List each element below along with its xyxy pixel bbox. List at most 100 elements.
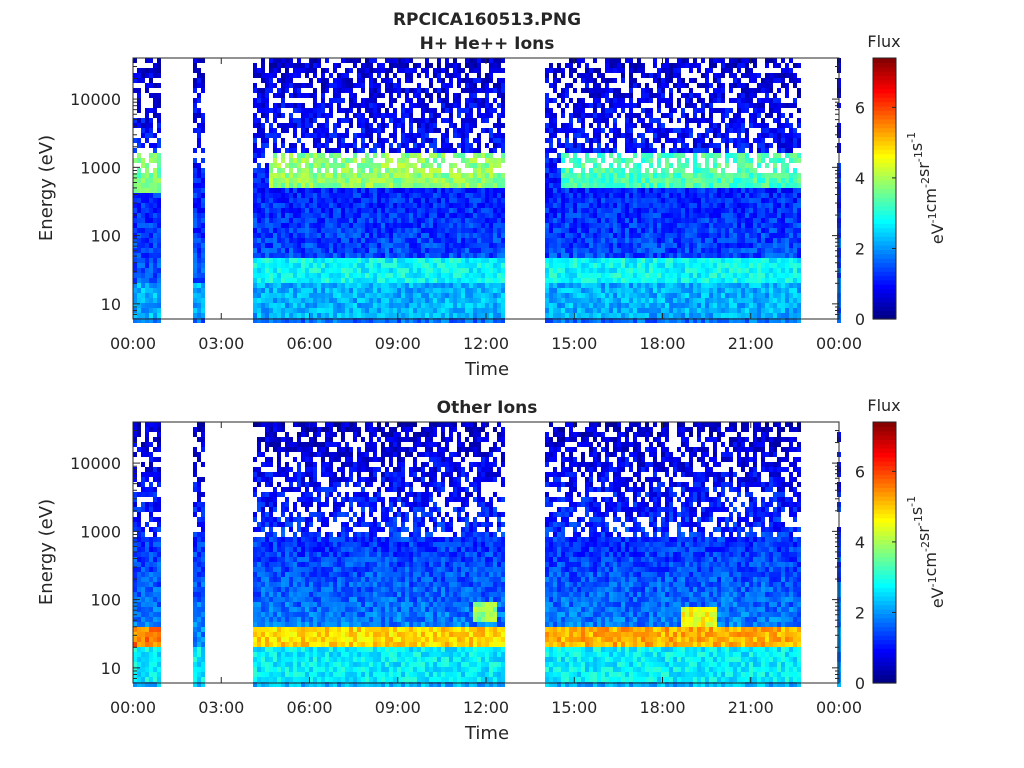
- spectrogram-cell: [585, 293, 589, 298]
- spectrogram-cell: [677, 223, 681, 228]
- spectrogram-cell: [629, 193, 633, 198]
- spectrogram-cell: [277, 93, 281, 98]
- spectrogram-cell: [401, 88, 405, 93]
- spectrogram-cell: [613, 228, 617, 233]
- spectrogram-cell: [465, 148, 469, 153]
- spectrogram-cell: [273, 308, 277, 313]
- spectrogram-cell: [449, 123, 453, 128]
- spectrogram-cell: [497, 218, 501, 223]
- spectrogram-cell: [689, 203, 693, 208]
- spectrogram-cell: [333, 263, 337, 268]
- spectrogram-cell: [145, 133, 149, 138]
- spectrogram-cell: [289, 188, 293, 193]
- spectrogram-cell: [609, 173, 613, 178]
- spectrogram-cell: [269, 128, 273, 133]
- spectrogram-cell: [565, 103, 569, 108]
- spectrogram-cell: [693, 203, 697, 208]
- spectrogram-cell: [325, 183, 329, 188]
- spectrogram-cell: [357, 108, 361, 113]
- spectrogram-cell: [321, 298, 325, 303]
- spectrogram-cell: [365, 203, 369, 208]
- spectrogram-cell: [569, 303, 573, 308]
- spectrogram-cell: [369, 273, 373, 278]
- spectrogram-cell: [305, 233, 309, 238]
- spectrogram-cell: [325, 173, 329, 178]
- spectrogram-cell: [321, 83, 325, 88]
- spectrogram-cell: [493, 178, 497, 183]
- spectrogram-cell: [201, 183, 205, 188]
- spectrogram-cell: [257, 263, 261, 268]
- spectrogram-cell: [429, 253, 433, 258]
- spectrogram-cell: [613, 123, 617, 128]
- spectrogram-cell: [677, 58, 681, 63]
- spectrogram-cell: [285, 193, 289, 198]
- spectrogram-cell: [621, 268, 625, 273]
- spectrogram-cell: [461, 158, 465, 163]
- spectrogram-cell: [445, 103, 449, 108]
- spectrogram-cell: [581, 118, 585, 123]
- spectrogram-cell: [337, 133, 341, 138]
- spectrogram-cell: [405, 108, 409, 113]
- spectrogram-cell: [469, 228, 473, 233]
- spectrogram-cell: [477, 188, 481, 193]
- spectrogram-cell: [665, 228, 669, 233]
- spectrogram-cell: [489, 113, 493, 118]
- spectrogram-cell: [637, 83, 641, 88]
- spectrogram-cell: [641, 268, 645, 273]
- spectrogram-cell: [445, 308, 449, 313]
- spectrogram-cell: [601, 88, 605, 93]
- spectrogram-cell: [677, 283, 681, 288]
- spectrogram-cell: [421, 313, 425, 318]
- spectrogram-cell: [557, 298, 561, 303]
- spectrogram-cell: [685, 278, 689, 283]
- spectrogram-cell: [289, 123, 293, 128]
- spectrogram-cell: [393, 88, 397, 93]
- spectrogram-cell: [385, 153, 389, 158]
- spectrogram-cell: [409, 88, 413, 93]
- spectrogram-cell: [553, 273, 557, 278]
- spectrogram-cell: [677, 258, 681, 263]
- spectrogram-cell: [461, 313, 465, 318]
- spectrogram-cell: [597, 103, 601, 108]
- spectrogram-cell: [685, 183, 689, 188]
- spectrogram-cell: [549, 308, 553, 313]
- spectrogram-cell: [589, 73, 593, 78]
- spectrogram-cell: [465, 298, 469, 303]
- spectrogram-cell: [585, 173, 589, 178]
- spectrogram-cell: [469, 108, 473, 113]
- spectrogram-cell: [453, 188, 457, 193]
- spectrogram-cell: [685, 268, 689, 273]
- spectrogram-cell: [661, 283, 665, 288]
- spectrogram-cell: [461, 173, 465, 178]
- spectrogram-cell: [437, 288, 441, 293]
- spectrogram-cell: [409, 153, 413, 158]
- spectrogram-cell: [253, 198, 257, 203]
- spectrogram-cell: [557, 268, 561, 273]
- spectrogram-cell: [297, 278, 301, 283]
- spectrogram-cell: [433, 318, 437, 323]
- spectrogram-cell: [601, 213, 605, 218]
- spectrogram-cell: [137, 238, 141, 243]
- spectrogram-cell: [621, 278, 625, 283]
- spectrogram-cell: [285, 283, 289, 288]
- spectrogram-cell: [297, 213, 301, 218]
- spectrogram-cell: [345, 118, 349, 123]
- spectrogram-cell: [589, 303, 593, 308]
- spectrogram-cell: [433, 188, 437, 193]
- spectrogram-cell: [193, 58, 197, 63]
- spectrogram-cell: [377, 128, 381, 133]
- spectrogram-cell: [393, 248, 397, 253]
- spectrogram-cell: [277, 213, 281, 218]
- spectrogram-cell: [441, 153, 445, 158]
- spectrogram-cell: [449, 228, 453, 233]
- spectrogram-cell: [321, 318, 325, 323]
- spectrogram-cell: [557, 158, 561, 163]
- spectrogram-cell: [321, 88, 325, 93]
- spectrogram-cell: [637, 293, 641, 298]
- spectrogram-cell: [301, 193, 305, 198]
- spectrogram-cell: [401, 248, 405, 253]
- spectrogram-cell: [677, 228, 681, 233]
- spectrogram-cell: [413, 248, 417, 253]
- spectrogram-cell: [297, 68, 301, 73]
- spectrogram-cell: [557, 203, 561, 208]
